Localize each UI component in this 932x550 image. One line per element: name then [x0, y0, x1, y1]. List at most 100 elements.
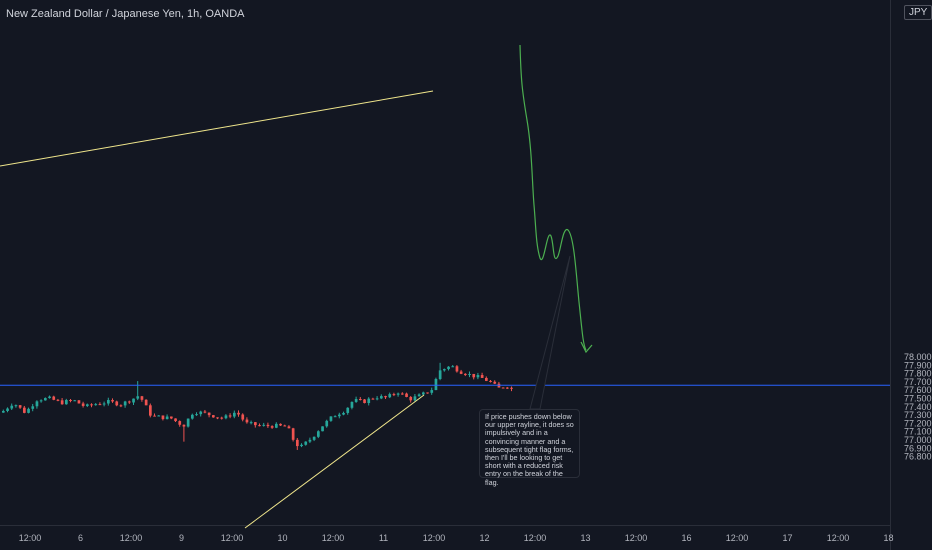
x-tick-label: 11 — [379, 533, 388, 543]
candle-body — [270, 426, 274, 428]
candle-body — [300, 444, 303, 447]
candle-body — [27, 408, 30, 413]
candle-body — [241, 414, 245, 420]
candle-body — [60, 400, 64, 405]
candle-body — [2, 410, 5, 413]
candles — [2, 362, 513, 450]
candle-body — [174, 418, 177, 422]
candle-body — [262, 424, 266, 426]
candle-body — [447, 366, 450, 370]
candle-body — [401, 393, 404, 395]
candle-body — [434, 379, 438, 391]
candle-body — [380, 396, 383, 399]
x-tick-label: 17 — [782, 533, 792, 543]
x-tick-label: 10 — [277, 533, 287, 543]
y-tick-label: 77.700 — [904, 377, 932, 387]
candle-body — [308, 439, 312, 442]
candle-body — [136, 396, 140, 399]
candle-body — [220, 417, 224, 419]
candle-body — [123, 401, 127, 406]
candle-body — [212, 415, 215, 418]
candle-body — [417, 394, 421, 397]
candle-body — [367, 398, 371, 404]
candle-body — [203, 411, 207, 413]
candle-body — [464, 373, 467, 375]
candle-body — [65, 400, 68, 405]
candle-body — [363, 399, 366, 404]
candle-body — [245, 419, 249, 423]
candle-body — [69, 400, 72, 402]
y-tick-label: 77.600 — [904, 385, 932, 395]
lower-trendline[interactable] — [244, 394, 425, 529]
y-tick-label: 77.200 — [904, 418, 932, 428]
candle-body — [291, 428, 295, 440]
candle-body — [468, 373, 471, 375]
candle-body — [510, 387, 513, 389]
x-tick-label: 12:00 — [524, 533, 547, 543]
candle-body — [216, 417, 219, 419]
candle-body — [10, 405, 14, 409]
y-tick-label: 77.400 — [904, 402, 932, 412]
candle-body — [506, 387, 509, 389]
candle-body — [443, 369, 446, 371]
callout-pointer — [529, 255, 571, 410]
y-tick-label: 76.900 — [904, 443, 932, 453]
x-tick-label: 12:00 — [625, 533, 648, 543]
x-tick-label: 12:00 — [423, 533, 446, 543]
candle-body — [346, 407, 350, 413]
candle-body — [178, 421, 182, 425]
candle-body — [451, 366, 455, 368]
candle-body — [476, 375, 480, 378]
candle-body — [31, 406, 35, 409]
candle-body — [48, 396, 51, 399]
candle-body — [338, 414, 341, 417]
x-tick-label: 12:00 — [827, 533, 850, 543]
candle-body — [191, 414, 194, 419]
candle-body — [149, 405, 152, 416]
candle-body — [153, 415, 156, 417]
x-tick-label: 13 — [580, 533, 590, 543]
candle-body — [317, 431, 320, 437]
candle-body — [249, 422, 253, 424]
annotation-callout[interactable]: If price pushes down below our upper ray… — [479, 409, 580, 486]
candle-body — [283, 425, 287, 427]
y-tick-label: 77.000 — [904, 435, 932, 445]
candle-body — [409, 396, 413, 401]
candle-body — [102, 403, 106, 405]
candle-body — [157, 415, 161, 417]
candle-body — [279, 423, 282, 426]
candle-body — [119, 405, 123, 407]
x-tick-label: 12:00 — [19, 533, 42, 543]
candle-body — [170, 416, 173, 419]
candle-body — [140, 396, 144, 400]
candle-body — [107, 400, 110, 404]
x-tick-label: 6 — [78, 533, 83, 543]
candle-body — [52, 396, 56, 400]
projected-path[interactable] — [519, 44, 587, 351]
candle-body — [237, 412, 240, 415]
x-tick-label: 12:00 — [726, 533, 749, 543]
candle-body — [354, 399, 358, 402]
x-tick-label: 12:00 — [322, 533, 345, 543]
candle-body — [228, 415, 232, 417]
candle-body — [86, 404, 89, 406]
candle-body — [6, 408, 9, 411]
time-axis[interactable]: 12:00 6 12:00 9 12:00 10 12:00 11 12:00 12 12:00 13… — [19, 533, 894, 543]
candle-body — [258, 425, 261, 427]
candle-body — [90, 404, 93, 406]
candle-body — [413, 396, 417, 401]
candle-body — [199, 411, 203, 415]
y-tick-label: 77.300 — [904, 410, 932, 420]
x-tick-label: 18 — [883, 533, 893, 543]
candle-body — [350, 401, 354, 408]
price-axis[interactable]: 78.00077.90077.80077.70077.60077.50077.4… — [904, 352, 932, 462]
x-tick-label: 16 — [681, 533, 691, 543]
candle-body — [182, 424, 186, 427]
upper-trendline[interactable] — [0, 90, 434, 167]
candle-body — [35, 401, 39, 407]
y-tick-label: 78.000 — [904, 352, 932, 362]
candle-body — [44, 398, 47, 401]
candle-body — [296, 439, 299, 447]
candle-body — [266, 424, 270, 427]
